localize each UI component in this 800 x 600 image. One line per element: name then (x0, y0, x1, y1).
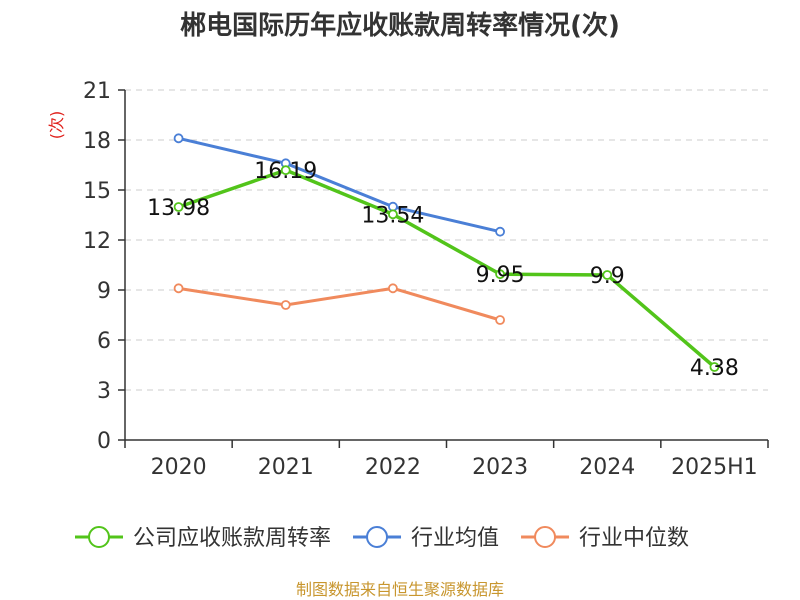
series-layer (173, 133, 720, 372)
x-tick-label-2: 2022 (365, 455, 421, 480)
series-line-2 (178, 286, 501, 322)
y-tick-label-3: 9 (97, 279, 111, 304)
series-0-point-0 (173, 202, 184, 212)
series-0-point-2 (388, 209, 398, 220)
series-2-point-0 (173, 283, 184, 294)
y-tick-label-6: 18 (83, 129, 111, 154)
legend-label-2: 行业中位数 (579, 526, 689, 551)
series-line-1 (178, 136, 501, 234)
x-tick-label-1: 2021 (258, 455, 314, 480)
legend-item-0: 公司应收账款周转率 (75, 526, 331, 551)
axes: 0 3 6 9 12 15 18 21 2020 2021 2022 2023 2024 2025H1 (83, 79, 769, 480)
y-tick-label-5: 15 (83, 179, 111, 204)
series-1-point-3 (495, 226, 505, 237)
legend-label-1: 行业均值 (411, 526, 499, 551)
series-2-point-1 (280, 300, 291, 310)
legend-marker-0 (88, 526, 110, 548)
series-1 (173, 133, 505, 237)
gridlines (125, 89, 768, 391)
legend-marker-2 (534, 526, 557, 548)
data-label-3: 9.95 (476, 263, 525, 288)
y-tick-label-1: 3 (97, 379, 111, 404)
legend-item-1: 行业均值 (353, 526, 499, 551)
data-label-5: 4.38 (690, 356, 739, 381)
data-label-2: 13.54 (361, 203, 424, 228)
data-label-4: 9.9 (590, 264, 625, 289)
data-labels: 13.98 16.19 13.54 9.95 9.9 4.38 (147, 159, 739, 381)
series-1-point-0 (173, 133, 184, 144)
series-0-point-4 (602, 270, 613, 280)
y-tick-label-4: 12 (83, 229, 111, 254)
source-note: 制图数据来自恒生聚源数据库 (296, 580, 504, 599)
legend-item-2: 行业中位数 (521, 526, 689, 551)
x-tick-label-4: 2024 (579, 455, 635, 480)
y-axis-label: (次) (47, 111, 66, 140)
x-tick-label-0: 2020 (151, 455, 207, 480)
x-tick-label-3: 2023 (472, 455, 528, 480)
series-2-point-3 (495, 315, 505, 325)
y-tick-label-0: 0 (97, 429, 111, 454)
x-tick-label-5: 2025H1 (671, 455, 758, 480)
series-0-point-3 (495, 269, 505, 280)
y-tick-label-2: 6 (97, 329, 111, 354)
series-0 (173, 165, 720, 372)
chart-title: 郴电国际历年应收账款周转率情况(次) (180, 10, 620, 41)
y-tick-label-7: 21 (83, 79, 111, 104)
legend-label-0: 公司应收账款周转率 (133, 526, 331, 551)
data-label-1: 16.19 (254, 159, 317, 184)
legend-marker-1 (366, 526, 389, 548)
series-2 (173, 283, 505, 325)
series-0-point-1 (280, 165, 291, 176)
legend: 公司应收账款周转率 行业均值 行业中位数 (75, 526, 689, 551)
data-label-0: 13.98 (147, 196, 210, 221)
series-0-point-5 (709, 362, 720, 372)
series-2-point-2 (388, 283, 398, 294)
series-line-0 (178, 168, 716, 369)
